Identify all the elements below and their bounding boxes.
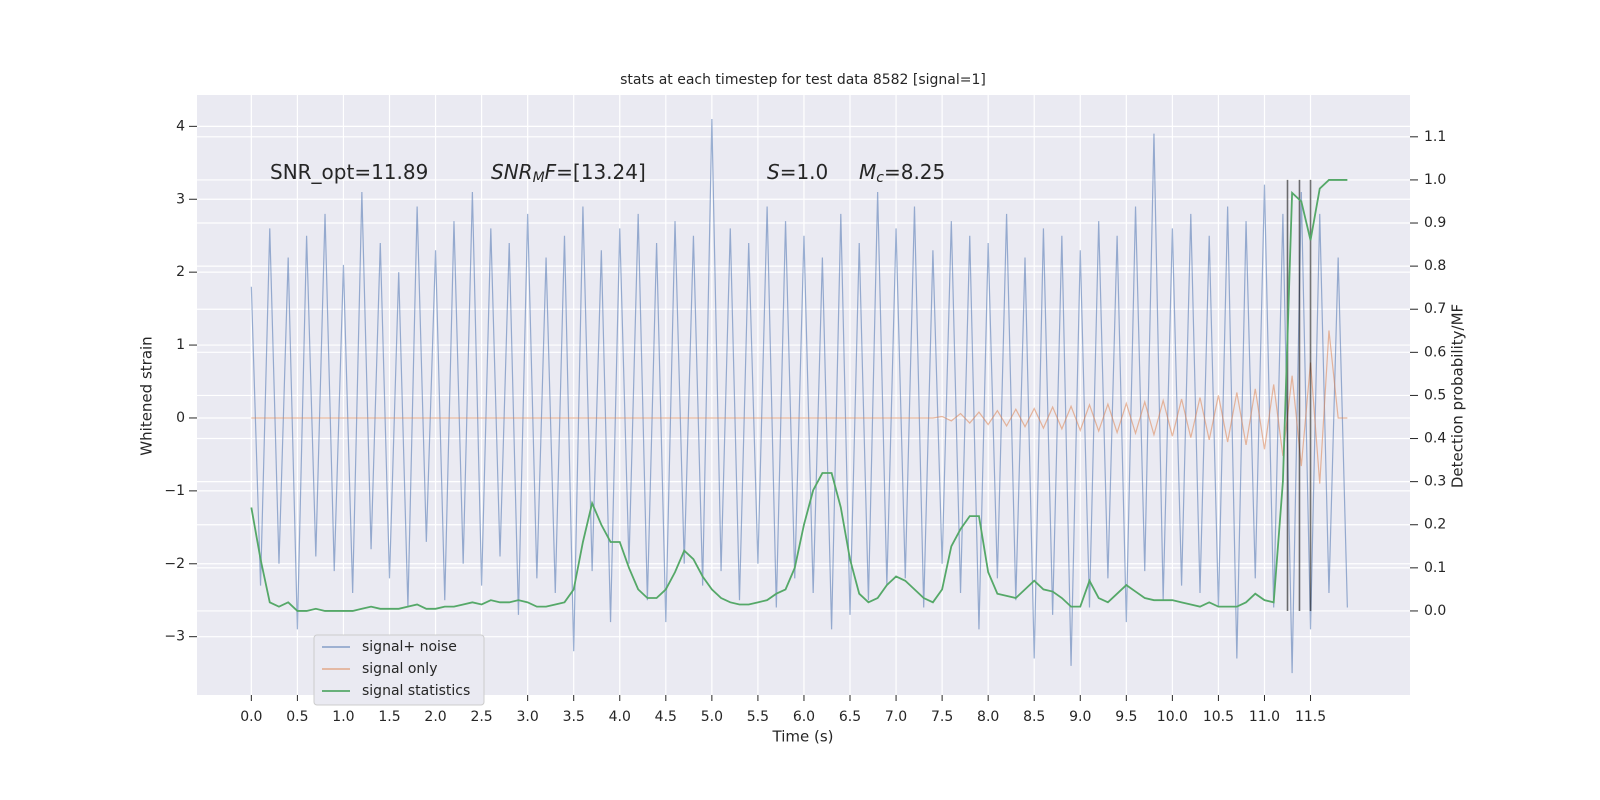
legend-label: signal only — [362, 661, 437, 677]
annotation-part: F — [545, 160, 557, 184]
legend: signal+ noise signal only signal statistic… — [313, 634, 485, 706]
series-line — [250, 119, 1348, 674]
y-tick-label: 4 — [176, 118, 185, 134]
annotation-part: =[13.24] — [556, 160, 646, 184]
y-tick-label: 3 — [176, 191, 185, 207]
grid — [197, 95, 1410, 695]
annotation-part: M — [533, 170, 545, 186]
x-tick-label: 9.5 — [1115, 709, 1137, 725]
y2-tick-label: 0.6 — [1424, 344, 1446, 360]
y-tick-label: −3 — [164, 629, 185, 645]
x-tick-label: 11.5 — [1295, 709, 1326, 725]
annotation-part: S — [767, 160, 780, 184]
series-line — [251, 330, 1348, 484]
series-line — [250, 179, 1348, 612]
y2-tick-label: 0.3 — [1424, 474, 1446, 490]
annotation: S=1.0 — [767, 160, 828, 184]
x-tick-label: 6.5 — [839, 709, 861, 725]
x-tick-label: 11.0 — [1249, 709, 1280, 725]
annotation: Mc=8.25 — [859, 160, 945, 187]
x-tick-label: 0.5 — [286, 709, 308, 725]
x-tick-label: 0.0 — [240, 709, 262, 725]
y2-tick-label: 0.1 — [1424, 560, 1446, 576]
x-tick-label: 3.0 — [517, 709, 539, 725]
annotation-part: =1.0 — [780, 160, 829, 184]
annotation-part: c — [876, 170, 884, 186]
y-axis-label: Whitened strain — [138, 336, 156, 455]
y2-tick-label: 0.2 — [1424, 517, 1446, 533]
y2-axis-label: Detection probability/MF — [1449, 304, 1467, 488]
x-tick-label: 2.5 — [470, 709, 492, 725]
annotation-part: =8.25 — [884, 160, 945, 184]
y-tick-label: 1 — [176, 337, 185, 353]
x-tick-label: 8.5 — [1023, 709, 1045, 725]
legend-label: signal+ noise — [362, 639, 457, 655]
x-tick-label: 1.5 — [378, 709, 400, 725]
legend-label: signal statistics — [362, 683, 470, 699]
annotation-part: SNR_opt=11.89 — [270, 160, 428, 184]
y-tick-label: −1 — [164, 483, 185, 499]
y-tick-label: 2 — [176, 264, 185, 280]
annotation-part: SNR — [491, 160, 533, 184]
x-tick-label: 2.0 — [424, 709, 446, 725]
y2-tick-label: 1.0 — [1424, 172, 1446, 188]
y2-tick-label: 0.0 — [1424, 603, 1446, 619]
y2-tick-label: 0.4 — [1424, 431, 1446, 447]
x-tick-label: 4.5 — [655, 709, 677, 725]
x-tick-label: 6.0 — [793, 709, 815, 725]
annotation: SNR_opt=11.89 — [270, 160, 428, 184]
y2-tick-label: 1.1 — [1424, 129, 1446, 145]
x-tick-label: 7.5 — [931, 709, 953, 725]
y2-tick-label: 0.7 — [1424, 301, 1446, 317]
annotation-part: M — [859, 160, 876, 184]
chart-title: stats at each timestep for test data 858… — [620, 72, 986, 88]
x-tick-label: 5.5 — [747, 709, 769, 725]
x-tick-label: 10.5 — [1203, 709, 1234, 725]
x-tick-label: 1.0 — [332, 709, 354, 725]
x-tick-label: 7.0 — [885, 709, 907, 725]
y-tick-label: −2 — [164, 556, 185, 572]
x-axis-label: Time (s) — [772, 728, 834, 746]
x-tick-label: 8.0 — [977, 709, 999, 725]
y2-tick-label: 0.8 — [1424, 258, 1446, 274]
x-tick-label: 5.0 — [701, 709, 723, 725]
x-tick-label: 9.0 — [1069, 709, 1091, 725]
legend-box — [313, 634, 485, 706]
x-tick-label: 10.0 — [1157, 709, 1188, 725]
x-tick-label: 4.0 — [609, 709, 631, 725]
y2-tick-label: 0.5 — [1424, 387, 1446, 403]
annotation: SNRMF=[13.24] — [491, 160, 646, 187]
y-tick-label: 0 — [176, 410, 185, 426]
x-tick-label: 3.5 — [563, 709, 585, 725]
y2-tick-label: 0.9 — [1424, 215, 1446, 231]
